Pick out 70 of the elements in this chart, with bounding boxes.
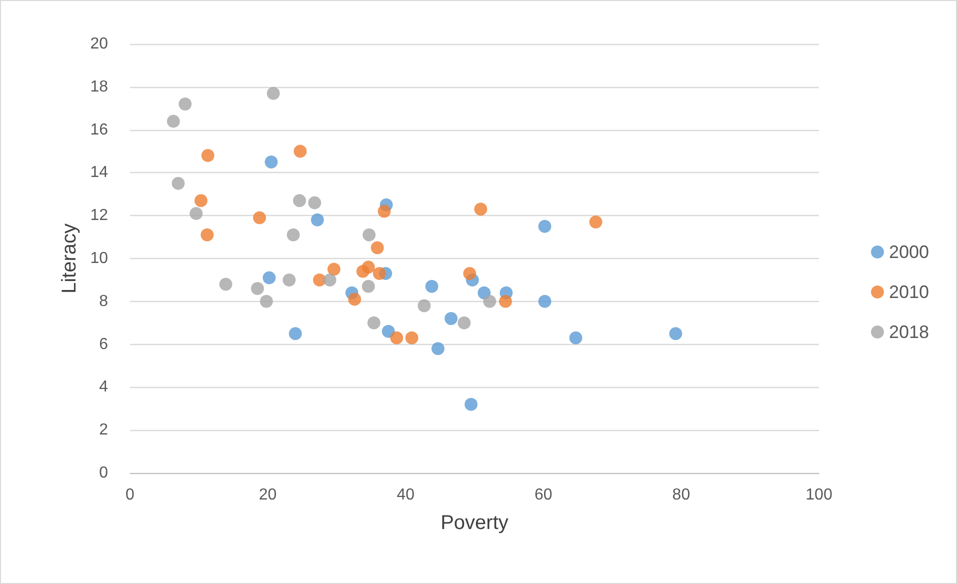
y-tick-label: 4 xyxy=(99,378,108,396)
y-tick-label: 0 xyxy=(99,464,108,482)
point xyxy=(405,331,418,344)
point xyxy=(372,267,386,280)
point xyxy=(286,228,300,242)
y-tick-label: 6 xyxy=(99,336,108,353)
point xyxy=(483,294,496,308)
point xyxy=(589,216,602,229)
legend-label: 2010 xyxy=(888,282,930,302)
x-tick-label: 0 xyxy=(126,486,135,504)
y-tick-label: 16 xyxy=(90,121,108,138)
y-tick-label: 8 xyxy=(99,292,108,310)
point xyxy=(288,327,302,340)
point xyxy=(390,331,404,344)
point xyxy=(200,228,214,242)
point xyxy=(260,294,273,308)
point xyxy=(444,312,458,326)
x-tick-label: 60 xyxy=(534,486,552,504)
point xyxy=(538,294,552,308)
point xyxy=(499,294,512,308)
y-tick-label: 12 xyxy=(90,207,108,224)
y-axis-title: Literacy xyxy=(58,223,80,294)
point xyxy=(294,144,307,158)
y-tick-label: 14 xyxy=(90,164,108,182)
legend-label: 2000 xyxy=(888,242,930,262)
point xyxy=(201,149,214,162)
point xyxy=(172,176,185,190)
point xyxy=(463,267,476,280)
y-tick-label: 10 xyxy=(90,250,108,267)
point xyxy=(367,316,380,330)
x-tick-label: 20 xyxy=(258,486,277,504)
point xyxy=(282,273,296,286)
point xyxy=(418,299,431,312)
point xyxy=(458,316,471,330)
point xyxy=(362,228,376,242)
x-tick-label: 40 xyxy=(396,486,415,504)
y-tick-label: 18 xyxy=(90,78,108,96)
point xyxy=(219,278,232,291)
point xyxy=(323,273,336,286)
point xyxy=(362,280,375,293)
point xyxy=(262,271,276,284)
point xyxy=(266,86,280,100)
point xyxy=(250,282,264,296)
point xyxy=(190,206,203,220)
point xyxy=(464,398,478,411)
point xyxy=(431,342,444,356)
point xyxy=(378,204,391,218)
point xyxy=(166,114,180,128)
point xyxy=(327,262,340,276)
point xyxy=(253,211,266,224)
point xyxy=(569,331,582,344)
point xyxy=(362,260,375,274)
y-tick-label: 2 xyxy=(99,422,108,439)
point xyxy=(194,194,208,208)
point xyxy=(178,98,192,111)
y-tick-label: 20 xyxy=(90,36,108,52)
point xyxy=(474,202,488,216)
point xyxy=(348,292,362,306)
point xyxy=(310,213,324,226)
point xyxy=(264,155,278,168)
point xyxy=(425,280,438,293)
point xyxy=(308,196,322,210)
point xyxy=(370,241,384,254)
point xyxy=(293,194,306,208)
x-axis-title: Poverty xyxy=(440,512,508,534)
point xyxy=(538,220,552,233)
x-tick-label: 100 xyxy=(806,486,832,504)
point xyxy=(669,327,682,340)
x-tick-label: 80 xyxy=(672,486,690,504)
legend-label: 2018 xyxy=(888,322,930,342)
